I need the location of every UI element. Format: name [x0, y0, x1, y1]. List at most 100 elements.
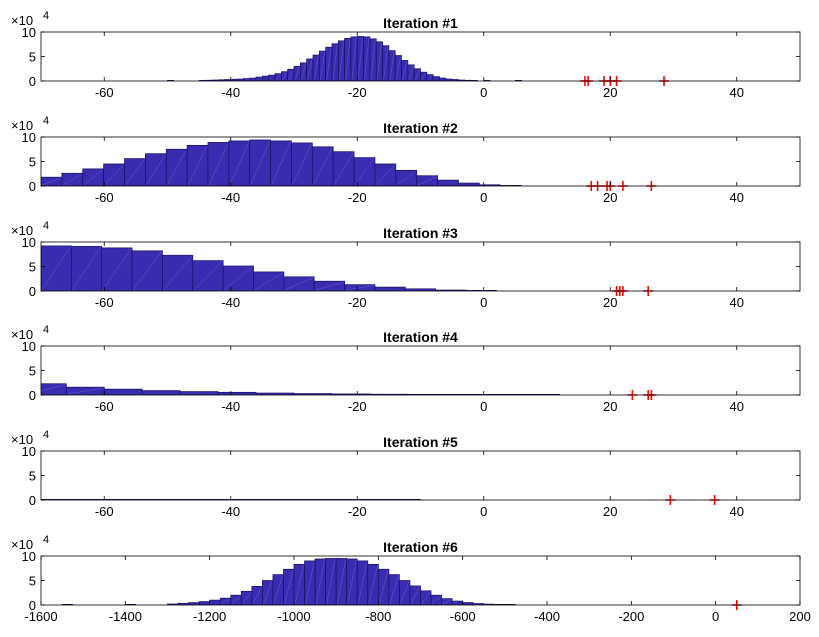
y-exponent-power: 4	[43, 115, 49, 127]
x-tick-label: 40	[730, 504, 744, 519]
bar-hatch-line	[282, 72, 287, 81]
bar-hatch-line	[326, 48, 332, 81]
bar-hatch-line	[208, 143, 229, 186]
bar-hatch-line	[389, 51, 395, 81]
x-tick-label: -40	[221, 85, 240, 100]
bar-hatch-line	[193, 261, 223, 291]
x-tick-label: -60	[95, 399, 114, 414]
bar-hatch-line	[313, 147, 333, 186]
bar-hatch-line	[294, 565, 304, 605]
bar-hatch-line	[383, 46, 389, 81]
y-tick-label: 10	[22, 549, 36, 564]
x-tick-label: 20	[603, 504, 617, 519]
x-tick-label: 200	[789, 609, 811, 624]
bar-hatch-line	[347, 559, 357, 605]
bar-hatch-line	[62, 174, 82, 186]
subplot-title: Iteration #5	[383, 434, 458, 450]
bar-hatch-line	[221, 598, 230, 605]
bar-hatch-line	[326, 559, 336, 605]
bar-hatch-line	[320, 52, 325, 81]
bar-hatch-line	[41, 246, 71, 291]
bar-hatch-line	[263, 581, 273, 605]
bar-hatch-line	[284, 570, 294, 605]
bar-hatch-line	[368, 565, 378, 605]
subplot-title: Iteration #3	[383, 225, 458, 241]
histogram-bar	[198, 601, 211, 605]
bar-hatch-line	[410, 586, 420, 605]
bar-hatch-line	[421, 73, 426, 81]
y-exponent-power: 4	[43, 324, 49, 336]
bar-hatch-line	[284, 277, 314, 291]
y-exponent-label: ×10	[11, 118, 33, 133]
y-tick-label: 10	[22, 235, 36, 250]
x-tick-label: 20	[603, 85, 617, 100]
bar-hatch-line	[332, 44, 338, 81]
x-tick-label: 20	[603, 295, 617, 310]
x-tick-label: -400	[534, 609, 560, 624]
y-exponent-power: 4	[43, 220, 49, 232]
bar-hatch-line	[334, 152, 354, 186]
histogram-bar	[141, 390, 181, 395]
y-exponent-label: ×10	[11, 327, 33, 342]
subplot-title: Iteration #1	[383, 15, 458, 31]
histogram-bar	[458, 182, 480, 186]
x-tick-label: 20	[603, 190, 617, 205]
x-tick-label: -60	[95, 295, 114, 310]
x-tick-label: 40	[730, 295, 744, 310]
bar-hatch-line	[377, 42, 382, 81]
y-exponent-power: 4	[43, 429, 49, 441]
bar-hatch-line	[41, 384, 66, 392]
histogram-bars	[167, 36, 523, 81]
y-tick-label: 5	[29, 260, 36, 275]
bar-hatch-line	[146, 154, 166, 186]
bar-hatch-line	[417, 176, 437, 186]
bar-hatch-line	[104, 164, 124, 186]
x-tick-label: -800	[365, 609, 391, 624]
bar-hatch-line	[307, 59, 313, 81]
histogram-bar	[103, 388, 143, 395]
bar-hatch-line	[41, 177, 61, 186]
bar-hatch-line	[351, 37, 357, 81]
bar-hatch-line	[229, 141, 249, 186]
bar-hatch-line	[389, 575, 399, 605]
y-tick-label: 0	[29, 74, 36, 89]
subplot-4: -60 -40 -20 0 20 40 0 5 10×10 4 Iteration #4	[11, 324, 801, 414]
histogram-bar	[179, 391, 219, 395]
x-tick-label: -1000	[277, 609, 310, 624]
bar-hatch-line	[379, 570, 389, 605]
bar-hatch-line	[396, 171, 416, 186]
x-tick-label: -1200	[193, 609, 226, 624]
x-tick-label: -20	[348, 399, 367, 414]
bar-hatch-line	[354, 158, 375, 186]
bar-hatch-line	[315, 282, 344, 291]
subplot-2: -60 -40 -20 0 20 40 0 5 10×10 4 Iteration #2	[11, 115, 801, 205]
x-tick-label: 0	[712, 609, 719, 624]
histogram-bar	[374, 286, 406, 291]
bar-hatch-line	[132, 251, 162, 291]
x-tick-label: 0	[480, 295, 487, 310]
x-tick-label: -20	[348, 190, 367, 205]
x-tick-label: -200	[618, 609, 644, 624]
x-tick-label: -20	[348, 85, 367, 100]
y-tick-label: 10	[22, 130, 36, 145]
bar-hatch-line	[414, 69, 420, 81]
x-tick-label: -60	[95, 85, 114, 100]
x-tick-label: -40	[221, 190, 240, 205]
bar-hatch-line	[402, 61, 408, 81]
bar-hatch-line	[442, 599, 452, 605]
bar-hatch-line	[301, 63, 306, 81]
x-tick-label: 0	[480, 504, 487, 519]
bar-hatch-line	[400, 581, 410, 605]
y-tick-label: 0	[29, 493, 36, 508]
x-tick-label: 40	[730, 399, 744, 414]
bar-hatch-line	[431, 596, 441, 605]
x-tick-label: 20	[603, 399, 617, 414]
bar-hatch-line	[163, 256, 192, 291]
x-tick-label: -20	[348, 504, 367, 519]
bar-hatch-line	[345, 39, 351, 81]
x-tick-label: -1600	[24, 609, 57, 624]
bar-hatch-line	[364, 37, 370, 81]
y-exponent-power: 4	[43, 10, 49, 22]
x-tick-label: -600	[450, 609, 476, 624]
bar-hatch-line	[427, 75, 433, 81]
